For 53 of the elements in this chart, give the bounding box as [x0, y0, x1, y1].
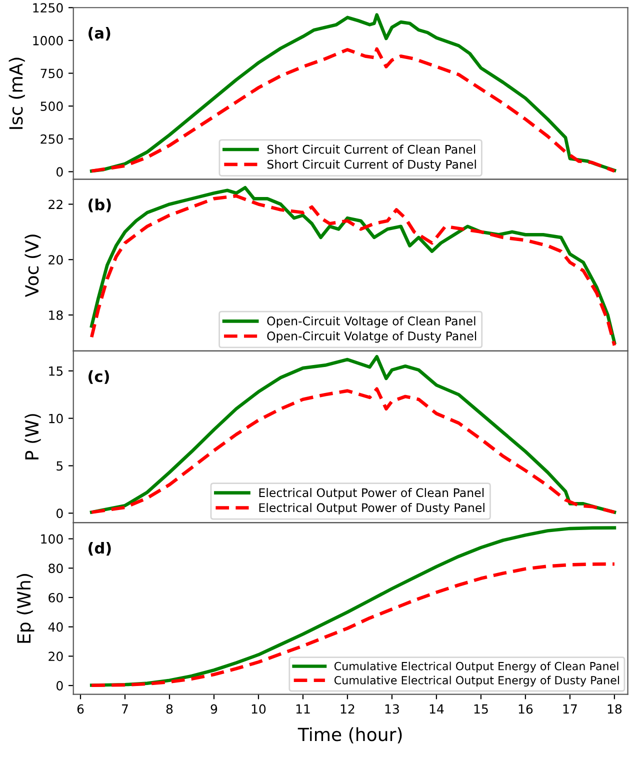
y-tick-label: 0	[56, 508, 63, 518]
x-tick-label: 17	[563, 704, 577, 714]
y-tick-label: 20	[48, 255, 63, 265]
annotation: (a)	[88, 26, 110, 41]
y-tick-label: 10	[49, 414, 63, 424]
y-tick-label: 1000	[33, 36, 63, 46]
y-tick-label: 40	[48, 622, 63, 632]
annotation: (b)	[88, 198, 111, 212]
legend-label: Short Circuit Current of Dusty Panel	[267, 160, 476, 172]
y-tick-label: 750	[40, 68, 63, 78]
x-axis-title: Time (hour)	[298, 727, 402, 744]
y-tick-label: 1250	[33, 3, 63, 13]
legend-label: Short Circuit Current of Clean Panel	[267, 144, 476, 154]
x-tick-label: 15	[474, 704, 488, 714]
y-tick-label: 15	[49, 366, 63, 376]
y-tick-label: 500	[40, 102, 63, 111]
line-series	[90, 387, 616, 514]
x-tick-label: 14	[430, 704, 444, 714]
y-tick-label: 0	[56, 167, 63, 177]
legend-label: Electrical Output Power of Clean Panel	[259, 488, 484, 500]
legend-label: Cumulative Electrical Output Energy of Dusty Panel	[334, 676, 619, 687]
y-tick-label: 22	[48, 200, 62, 209]
y-tick-label: 5	[56, 461, 63, 471]
x-tick-label: 8	[166, 704, 173, 714]
y-tick-label: 250	[40, 134, 63, 144]
x-tick-label: 12	[340, 704, 354, 714]
y-tick-label: 0	[56, 681, 63, 690]
line-series	[90, 13, 616, 173]
y-tick-label: 18	[49, 310, 63, 320]
line-series	[90, 355, 616, 514]
x-tick-label: 13	[385, 704, 399, 714]
y-axis-title: Isc (mA)	[8, 58, 25, 129]
x-tick-label: 18	[608, 704, 622, 714]
legend-label: Cumulative Electrical Output Energy of Clean Panel	[334, 662, 618, 672]
y-tick-label: 20	[48, 652, 63, 662]
annotation: (d)	[88, 542, 111, 556]
y-tick-label: 100	[41, 534, 63, 544]
legend-label: Open-Circuit Voltage of Clean Panel	[267, 316, 476, 328]
y-axis-title: Ep (Wh)	[16, 574, 34, 643]
x-tick-label: 9	[210, 704, 218, 714]
y-tick-label: 60	[48, 592, 63, 602]
x-tick-label: 7	[122, 704, 128, 714]
x-tick-label: 10	[252, 704, 266, 714]
y-axis-title: P (W)	[24, 414, 41, 460]
y-tick-label: 80	[48, 564, 63, 574]
legend-label: Electrical Output Power of Dusty Panel	[259, 502, 484, 514]
line-series	[90, 47, 616, 173]
x-tick-label: 6	[77, 704, 84, 714]
x-tick-label: 16	[518, 704, 533, 714]
y-axis-title: Voc (V)	[24, 234, 41, 298]
x-tick-label: 11	[296, 704, 310, 714]
legend-label: Open-Circuit Volatge of Dusty Panel	[267, 331, 476, 343]
annotation: (c)	[88, 370, 109, 384]
